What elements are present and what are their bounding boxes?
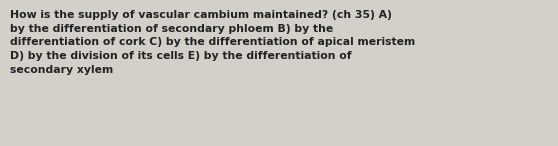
Text: How is the supply of vascular cambium maintained? (ch 35) A)
by the differentiat: How is the supply of vascular cambium ma…	[10, 10, 415, 75]
